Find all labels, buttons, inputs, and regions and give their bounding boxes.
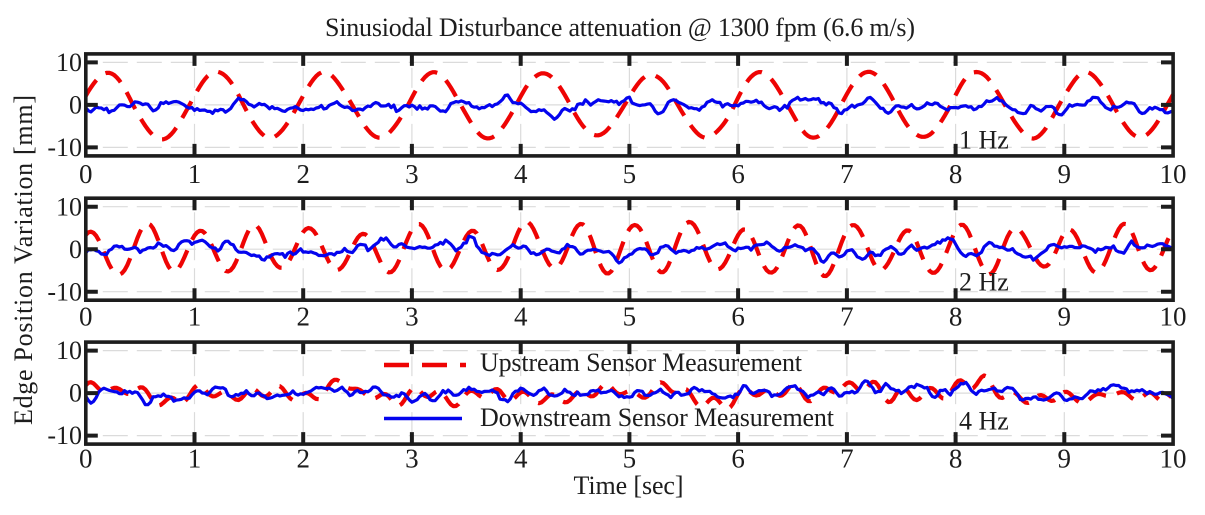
svg-text:5: 5 xyxy=(623,301,637,331)
svg-text:3: 3 xyxy=(405,159,419,189)
svg-text:2: 2 xyxy=(296,159,310,189)
svg-text:5: 5 xyxy=(623,444,637,474)
svg-text:10: 10 xyxy=(1160,444,1187,474)
svg-text:7: 7 xyxy=(840,159,854,189)
svg-text:0: 0 xyxy=(79,444,93,474)
svg-text:4 Hz: 4 Hz xyxy=(959,407,1009,436)
svg-text:3: 3 xyxy=(405,444,419,474)
svg-text:1: 1 xyxy=(188,444,202,474)
svg-text:0: 0 xyxy=(79,301,93,331)
svg-text:4: 4 xyxy=(514,444,528,474)
svg-text:10: 10 xyxy=(1160,159,1187,189)
svg-text:4: 4 xyxy=(514,301,528,331)
svg-text:1: 1 xyxy=(188,159,202,189)
svg-text:0: 0 xyxy=(69,235,82,264)
svg-text:1: 1 xyxy=(188,301,202,331)
svg-text:10: 10 xyxy=(56,336,82,365)
svg-text:1 Hz: 1 Hz xyxy=(959,126,1009,155)
svg-text:9: 9 xyxy=(1058,301,1072,331)
svg-text:5: 5 xyxy=(623,159,637,189)
svg-text:2: 2 xyxy=(296,301,310,331)
svg-text:2 Hz: 2 Hz xyxy=(959,268,1009,297)
svg-text:10: 10 xyxy=(56,192,82,221)
svg-text:9: 9 xyxy=(1058,159,1072,189)
svg-text:7: 7 xyxy=(840,301,854,331)
svg-text:3: 3 xyxy=(405,301,419,331)
svg-text:10: 10 xyxy=(56,48,82,77)
svg-text:7: 7 xyxy=(840,444,854,474)
svg-text:2: 2 xyxy=(296,444,310,474)
svg-text:Sinusiodal Disturbance attenua: Sinusiodal Disturbance attenuation @ 130… xyxy=(325,13,915,42)
svg-text:Time [sec]: Time [sec] xyxy=(574,471,684,500)
svg-text:Upstream Sensor Measurement: Upstream Sensor Measurement xyxy=(480,348,803,377)
svg-text:-10: -10 xyxy=(47,133,82,162)
svg-text:9: 9 xyxy=(1058,444,1072,474)
svg-text:0: 0 xyxy=(79,159,93,189)
svg-text:Downstream Sensor Measurement: Downstream Sensor Measurement xyxy=(480,403,835,432)
svg-text:6: 6 xyxy=(731,159,745,189)
svg-text:8: 8 xyxy=(949,301,963,331)
svg-text:Edge Position Variation [mm]: Edge Position Variation [mm] xyxy=(9,95,38,425)
svg-text:8: 8 xyxy=(949,159,963,189)
svg-text:0: 0 xyxy=(69,91,82,120)
svg-text:-10: -10 xyxy=(47,277,82,306)
svg-text:6: 6 xyxy=(731,301,745,331)
svg-text:4: 4 xyxy=(514,159,528,189)
svg-text:6: 6 xyxy=(731,444,745,474)
svg-text:0: 0 xyxy=(69,379,82,408)
svg-text:8: 8 xyxy=(949,444,963,474)
svg-text:10: 10 xyxy=(1160,301,1187,331)
svg-text:-10: -10 xyxy=(47,421,82,450)
